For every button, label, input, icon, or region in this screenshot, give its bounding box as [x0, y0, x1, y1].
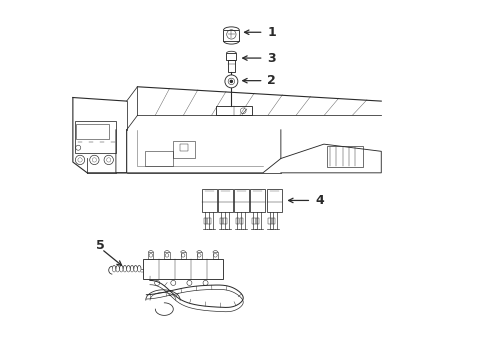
- Text: 1: 1: [267, 26, 276, 39]
- Bar: [180, 144, 188, 151]
- Text: 5: 5: [96, 239, 105, 252]
- Bar: [197, 252, 202, 259]
- Bar: [220, 218, 223, 224]
- Bar: [267, 189, 282, 212]
- Bar: [250, 189, 266, 212]
- Text: 4: 4: [316, 194, 324, 207]
- Bar: [76, 125, 109, 139]
- Bar: [256, 218, 259, 224]
- Bar: [202, 189, 217, 212]
- Bar: [173, 140, 195, 158]
- Bar: [203, 218, 207, 224]
- Bar: [207, 218, 211, 224]
- Bar: [74, 121, 116, 153]
- Bar: [143, 259, 223, 279]
- Text: 2: 2: [267, 74, 276, 87]
- Bar: [145, 151, 173, 166]
- Bar: [216, 107, 252, 116]
- Text: 3: 3: [267, 51, 276, 64]
- Bar: [240, 218, 243, 224]
- Bar: [272, 218, 275, 224]
- Bar: [223, 30, 239, 41]
- Bar: [252, 218, 256, 224]
- Bar: [228, 60, 235, 72]
- Bar: [213, 252, 218, 259]
- Circle shape: [230, 80, 232, 82]
- Bar: [218, 189, 233, 212]
- Bar: [236, 218, 240, 224]
- Bar: [223, 218, 227, 224]
- Bar: [165, 252, 170, 259]
- Bar: [268, 218, 271, 224]
- Bar: [234, 189, 249, 212]
- Bar: [148, 252, 153, 259]
- Bar: [181, 252, 186, 259]
- Bar: [226, 53, 236, 60]
- Bar: [327, 146, 364, 167]
